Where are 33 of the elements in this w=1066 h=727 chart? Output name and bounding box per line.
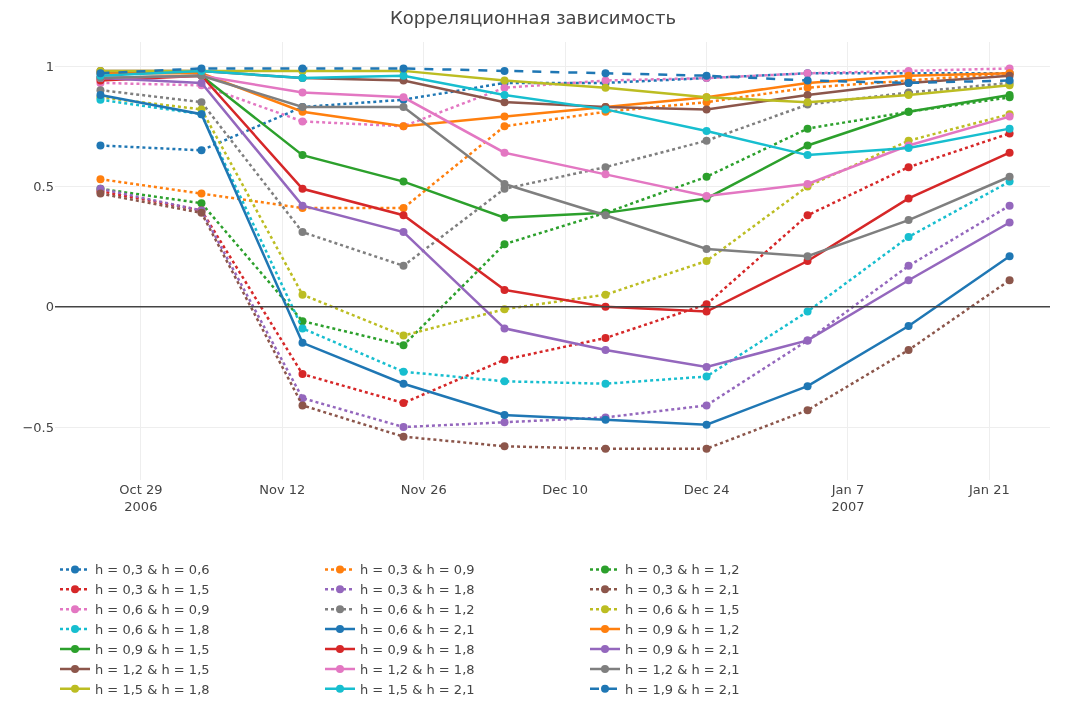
x-tick-label: Dec 10 xyxy=(542,482,589,497)
legend-label: h = 1,2 & h = 1,5 xyxy=(95,661,210,677)
legend-label: h = 0,3 & h = 1,2 xyxy=(625,562,740,578)
legend-label: h = 0,9 & h = 1,5 xyxy=(95,642,210,658)
y-tick-label: 0 xyxy=(45,299,54,315)
legend-label: h = 0,3 & h = 0,6 xyxy=(95,562,210,578)
legend-label: h = 0,6 & h = 1,8 xyxy=(95,622,210,638)
x-tick-label: Dec 24 xyxy=(683,482,730,497)
legend-label: h = 0,3 & h = 0,9 xyxy=(360,562,475,578)
legend-label: h = 1,9 & h = 2,1 xyxy=(625,681,740,697)
legend-label: h = 0,9 & h = 1,2 xyxy=(625,622,740,638)
y-tick-label: 0.5 xyxy=(33,178,54,194)
x-tick-label: Jan 21 xyxy=(968,482,1010,497)
legend-label: h = 0,6 & h = 1,2 xyxy=(360,602,475,618)
chart-title: Корреляционная зависимость xyxy=(389,6,677,28)
legend-label: h = 0,6 & h = 2,1 xyxy=(360,622,475,638)
y-tick-label: −0.5 xyxy=(22,419,54,435)
legend-label: h = 0,3 & h = 1,5 xyxy=(95,582,210,598)
legend-label: h = 0,3 & h = 2,1 xyxy=(625,582,740,598)
y-tick-label: 1 xyxy=(45,58,54,74)
x-tick-label: Oct 29 2006 xyxy=(119,482,163,514)
legend-label: h = 0,6 & h = 0,9 xyxy=(95,602,210,618)
legend-label: h = 1,5 & h = 1,8 xyxy=(95,681,210,697)
legend-label: h = 0,9 & h = 2,1 xyxy=(625,642,740,658)
legend-label: h = 1,5 & h = 2,1 xyxy=(360,681,475,697)
x-tick-label: Nov 12 xyxy=(259,482,306,497)
x-tick-label: Nov 26 xyxy=(400,482,447,497)
legend-label: h = 0,6 & h = 1,5 xyxy=(625,602,740,618)
legend-label: h = 0,9 & h = 1,8 xyxy=(360,642,475,658)
legend-label: h = 1,2 & h = 1,8 xyxy=(360,661,475,677)
x-tick-label: Jan 7 2007 xyxy=(830,482,865,514)
legend-label: h = 0,3 & h = 1,8 xyxy=(360,582,475,598)
legend-label: h = 1,2 & h = 2,1 xyxy=(625,661,740,677)
